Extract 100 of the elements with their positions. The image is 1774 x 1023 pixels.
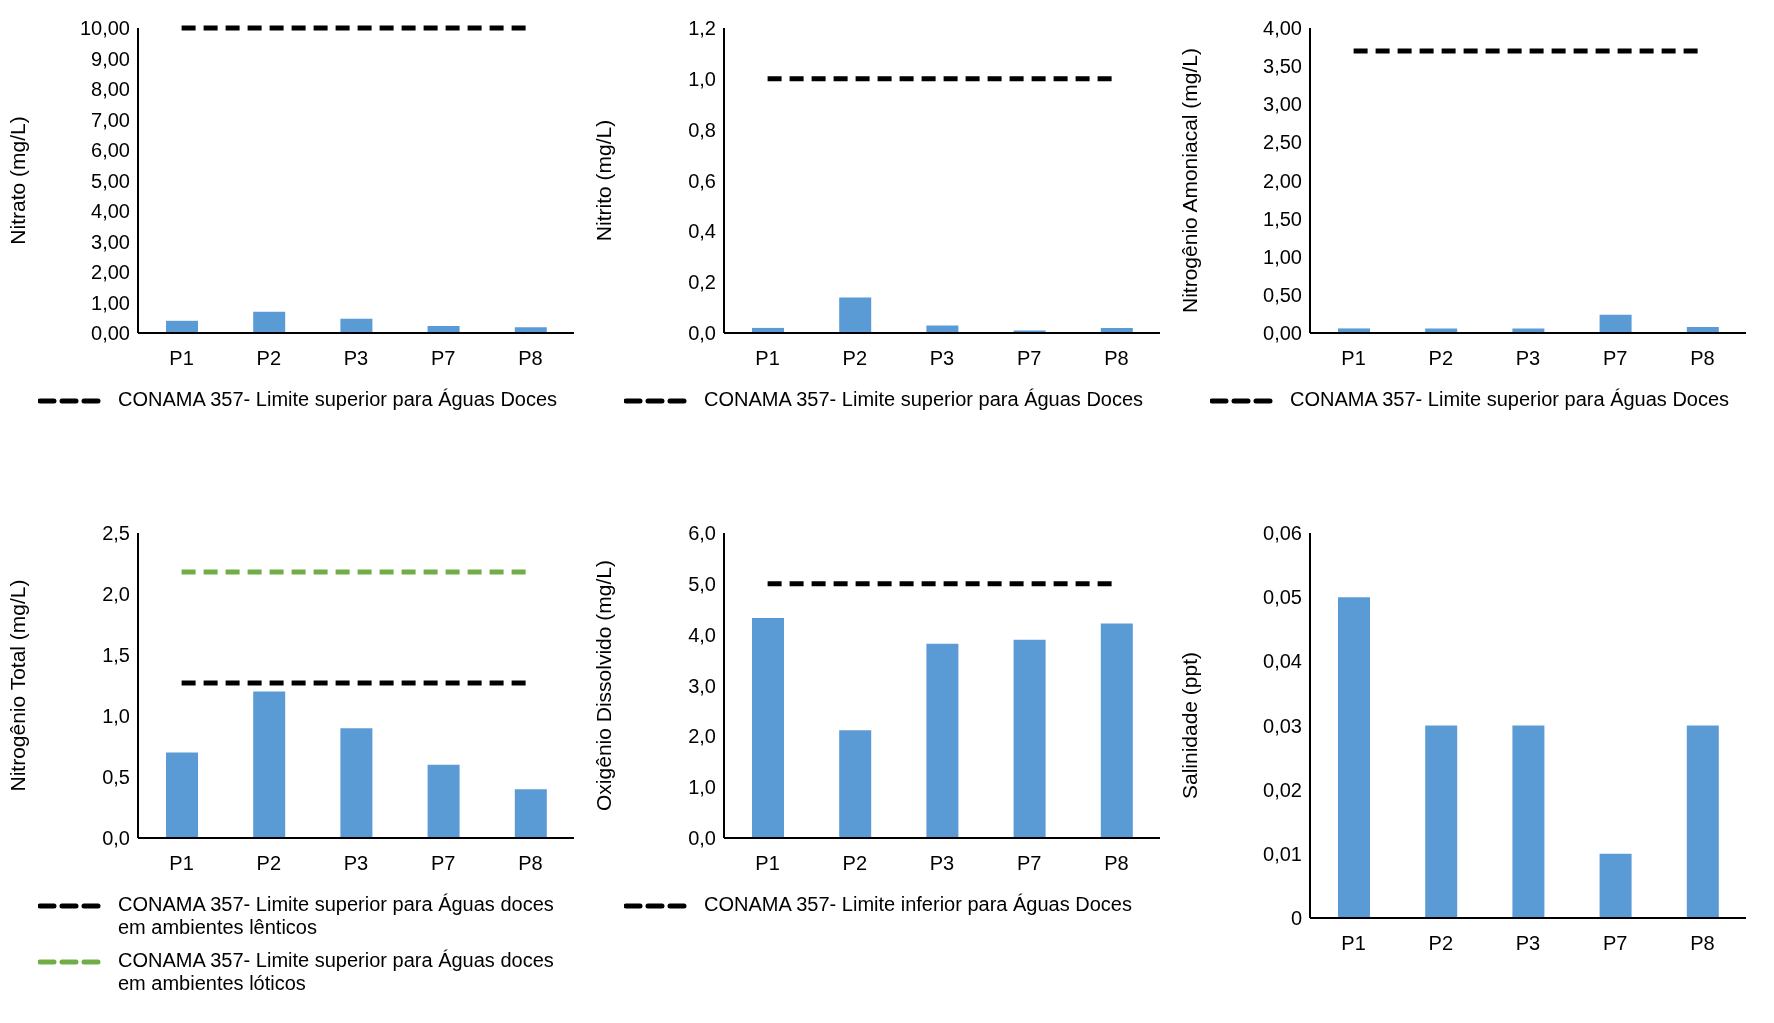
y-tick-label: 0,0 bbox=[688, 322, 716, 345]
y-tick-label: 0,4 bbox=[688, 220, 716, 243]
y-axis-title: Nitrito (mg/L) bbox=[592, 119, 616, 242]
bar bbox=[1686, 725, 1719, 918]
y-tick-label: 0,0 bbox=[102, 827, 130, 850]
legend-label: CONAMA 357- Limite inferior para Águas Doces bbox=[704, 893, 1132, 916]
y-tick-label: 3,00 bbox=[91, 230, 130, 253]
y-tick-label: 0,02 bbox=[1263, 778, 1302, 801]
x-tick-label: P1 bbox=[169, 852, 194, 875]
y-tick-label: 0,0 bbox=[688, 827, 716, 850]
x-tick-label: P3 bbox=[343, 852, 369, 875]
y-tick-label: 0,05 bbox=[1263, 586, 1302, 609]
bar bbox=[926, 643, 959, 838]
y-tick-label: 0,01 bbox=[1263, 842, 1302, 865]
bar bbox=[839, 730, 872, 838]
x-tick-label: P1 bbox=[1341, 347, 1366, 370]
x-tick-label: P8 bbox=[1690, 347, 1715, 370]
x-tick-label: P7 bbox=[1602, 932, 1628, 955]
bar bbox=[340, 318, 373, 333]
legend-label: CONAMA 357- Limite superior para Águas doces em ambientes lênticos bbox=[118, 893, 555, 939]
x-tick-label: P3 bbox=[343, 347, 369, 370]
y-tick-label: 0,03 bbox=[1263, 714, 1302, 737]
bar bbox=[1100, 623, 1133, 838]
bar bbox=[427, 764, 460, 838]
y-tick-label: 0,2 bbox=[688, 271, 716, 294]
x-tick-label: P2 bbox=[842, 852, 868, 875]
x-tick-label: P1 bbox=[1341, 932, 1366, 955]
x-tick-label: P7 bbox=[1016, 852, 1042, 875]
y-tick-label: 0,50 bbox=[1263, 283, 1302, 306]
y-tick-label: 0,04 bbox=[1263, 650, 1302, 673]
x-tick-label: P3 bbox=[1515, 932, 1541, 955]
y-tick-label: 0,00 bbox=[91, 322, 130, 345]
x-tick-label: P8 bbox=[1104, 852, 1129, 875]
legend-label: CONAMA 357- Limite superior para Águas Doces bbox=[1290, 388, 1730, 411]
y-tick-label: 1,50 bbox=[1263, 207, 1302, 230]
bar bbox=[253, 691, 286, 838]
bar bbox=[253, 311, 286, 333]
x-tick-label: P7 bbox=[430, 852, 456, 875]
x-tick-label: P2 bbox=[1428, 932, 1454, 955]
y-tick-label: 7,00 bbox=[91, 108, 130, 131]
bar bbox=[1599, 853, 1632, 918]
y-tick-label: 10,00 bbox=[79, 17, 130, 40]
y-tick-label: 2,00 bbox=[1263, 169, 1302, 192]
x-tick-label: P2 bbox=[256, 852, 282, 875]
y-axis-title: Oxigênio Dissolvido (mg/L) bbox=[592, 560, 616, 811]
y-axis-title: Nitrogênio Amoniacal (mg/L) bbox=[1178, 48, 1202, 313]
y-tick-label: 9,00 bbox=[91, 47, 130, 70]
y-tick-label: 4,00 bbox=[1263, 17, 1302, 40]
y-tick-label: 4,00 bbox=[91, 200, 130, 223]
x-tick-label: P8 bbox=[518, 347, 543, 370]
x-tick-label: P2 bbox=[842, 347, 868, 370]
x-tick-label: P3 bbox=[929, 347, 955, 370]
y-tick-label: 3,0 bbox=[688, 674, 716, 697]
x-tick-label: P8 bbox=[1104, 347, 1129, 370]
y-tick-label: 2,0 bbox=[102, 583, 130, 606]
y-tick-label: 2,50 bbox=[1263, 131, 1302, 154]
x-tick-label: P3 bbox=[929, 852, 955, 875]
y-tick-label: 2,5 bbox=[102, 522, 130, 545]
y-tick-label: 3,00 bbox=[1263, 93, 1302, 116]
y-tick-label: 1,5 bbox=[102, 644, 130, 667]
y-tick-label: 0,06 bbox=[1263, 522, 1302, 545]
bar bbox=[514, 789, 547, 838]
bar bbox=[166, 752, 198, 838]
bar bbox=[166, 320, 198, 333]
y-axis-title: Salinidade (ppt) bbox=[1178, 651, 1202, 800]
y-tick-label: 1,0 bbox=[688, 67, 716, 90]
y-tick-label: 0 bbox=[1290, 907, 1302, 930]
y-tick-label: 8,00 bbox=[91, 78, 130, 101]
bar bbox=[926, 325, 959, 333]
y-tick-label: 1,2 bbox=[688, 17, 716, 40]
y-tick-label: 6,00 bbox=[91, 139, 130, 162]
y-axis-title: Nitrogênio Total (mg/L) bbox=[6, 579, 30, 792]
legend-label: CONAMA 357- Limite superior para Águas Doces bbox=[704, 388, 1144, 411]
x-tick-label: P2 bbox=[256, 347, 282, 370]
x-tick-label: P8 bbox=[518, 852, 543, 875]
x-tick-label: P7 bbox=[430, 347, 456, 370]
y-tick-label: 1,00 bbox=[91, 291, 130, 314]
bar bbox=[1425, 725, 1458, 918]
bar bbox=[340, 728, 373, 838]
x-tick-label: P7 bbox=[1602, 347, 1628, 370]
y-axis-title: Nitrato (mg/L) bbox=[6, 116, 30, 245]
y-tick-label: 3,50 bbox=[1263, 55, 1302, 78]
y-tick-label: 5,0 bbox=[688, 572, 716, 595]
legend-label: CONAMA 357- Limite superior para Águas Doces bbox=[118, 388, 558, 411]
y-tick-label: 1,0 bbox=[688, 776, 716, 799]
y-tick-label: 0,5 bbox=[102, 766, 130, 789]
y-tick-label: 0,00 bbox=[1263, 322, 1302, 345]
x-tick-label: P1 bbox=[755, 852, 780, 875]
y-tick-label: 5,00 bbox=[91, 169, 130, 192]
y-tick-label: 1,0 bbox=[102, 705, 130, 728]
bar bbox=[1013, 639, 1046, 838]
bar bbox=[839, 297, 872, 333]
x-tick-label: P3 bbox=[1515, 347, 1541, 370]
y-tick-label: 2,00 bbox=[91, 261, 130, 284]
x-tick-label: P2 bbox=[1428, 347, 1454, 370]
y-tick-label: 1,00 bbox=[1263, 245, 1302, 268]
bar bbox=[1512, 725, 1545, 918]
bar bbox=[752, 617, 784, 838]
y-tick-label: 0,8 bbox=[688, 118, 716, 141]
y-tick-label: 6,0 bbox=[688, 522, 716, 545]
